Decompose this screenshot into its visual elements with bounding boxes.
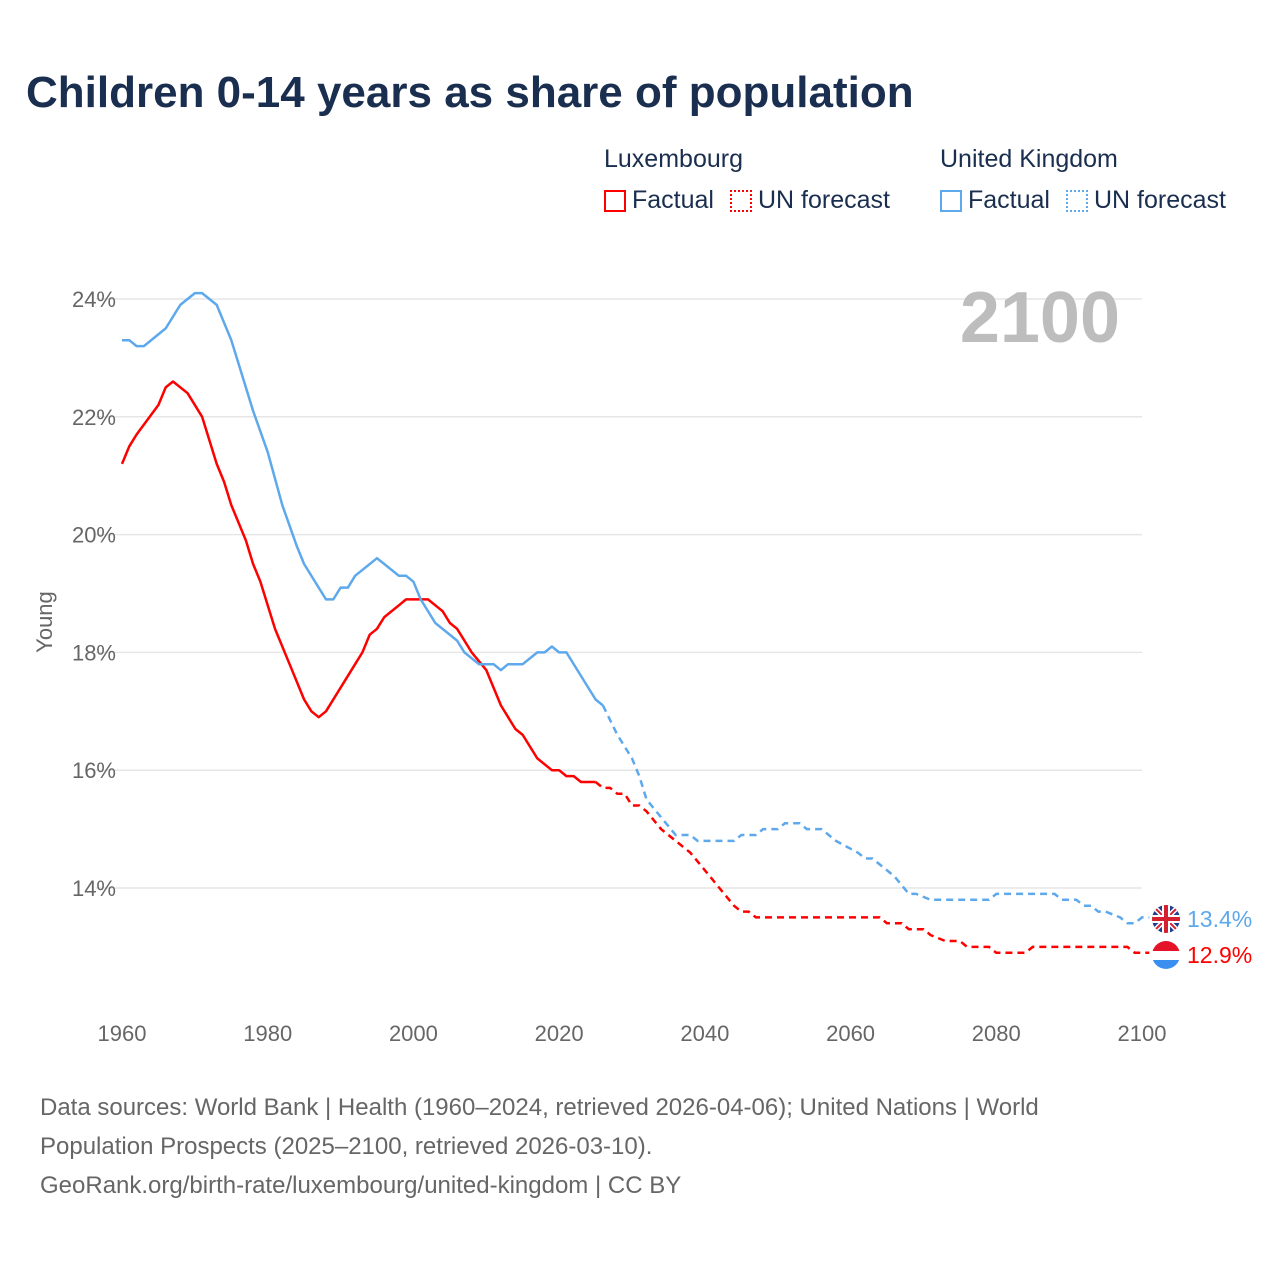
- legend-label: UN forecast: [1093, 186, 1226, 214]
- x-tick-label: 2000: [389, 1021, 438, 1046]
- legend-swatch-dotted: [1065, 189, 1088, 212]
- united-kingdom-factual-line: [122, 291, 604, 707]
- legend-label: Factual: [632, 186, 714, 214]
- x-tick-label: 2020: [535, 1021, 584, 1046]
- y-axis-label: Young: [32, 591, 57, 653]
- legend-item-forecast[interactable]: UN forecast: [1065, 186, 1226, 215]
- legend-country: United Kingdom: [940, 145, 1118, 173]
- legend-swatch-solid: [940, 189, 962, 212]
- line-chart: 14% 16% 18% 20% 22% 24% 1960 1980 2000 2020 2040 20…: [32, 278, 1252, 1046]
- y-tick-label: 20%: [72, 523, 116, 548]
- footer-sources-1: Data sources: World Bank | Health (1960–…: [40, 1094, 1039, 1121]
- x-tick-label: 2040: [680, 1021, 729, 1046]
- x-tick-label: 2100: [1118, 1021, 1167, 1046]
- y-tick-label: 18%: [72, 640, 116, 665]
- x-tick-label: 1960: [98, 1021, 147, 1046]
- chart-title: Children 0-14 years as share of populati…: [26, 68, 914, 117]
- footer-link[interactable]: GeoRank.org/birth-rate/luxembourg/united…: [40, 1172, 682, 1199]
- footer-sources-2: Population Prospects (2025–2100, retriev…: [40, 1133, 653, 1160]
- legend-swatch-dotted: [729, 189, 752, 212]
- luxembourg-end-value: 12.9%: [1187, 942, 1252, 968]
- year-watermark: 2100: [960, 278, 1120, 358]
- footer: Data sources: World Bank | Health (1960–…: [40, 1088, 1039, 1205]
- united-kingdom-end-value: 13.4%: [1187, 906, 1252, 932]
- united-kingdom-forecast-line: [601, 704, 1150, 925]
- y-tick-label: 22%: [72, 405, 116, 430]
- y-tick-label: 24%: [72, 287, 116, 312]
- legend-item-factual[interactable]: Factual: [604, 186, 714, 215]
- luxembourg-factual-line: [120, 380, 596, 784]
- y-tick-label: 14%: [72, 876, 116, 901]
- legend-label: Factual: [968, 186, 1050, 214]
- legend-luxembourg: Luxembourg Factual UN forecast: [604, 145, 890, 215]
- x-tick-label: 1980: [243, 1021, 292, 1046]
- luxembourg-forecast-line: [594, 781, 1150, 955]
- legend-united-kingdom: United Kingdom Factual UN forecast: [940, 145, 1226, 215]
- x-tick-label: 2080: [972, 1021, 1021, 1046]
- legend-item-forecast[interactable]: UN forecast: [729, 186, 890, 215]
- legend-label: UN forecast: [757, 186, 890, 214]
- united-kingdom-flag-icon: [1152, 905, 1180, 933]
- x-tick-label: 2060: [826, 1021, 875, 1046]
- legend-swatch-solid: [604, 189, 626, 212]
- legend-item-factual[interactable]: Factual: [940, 186, 1050, 215]
- y-tick-label: 16%: [72, 758, 116, 783]
- luxembourg-flag-icon: [1152, 941, 1180, 969]
- legend-country: Luxembourg: [604, 145, 743, 173]
